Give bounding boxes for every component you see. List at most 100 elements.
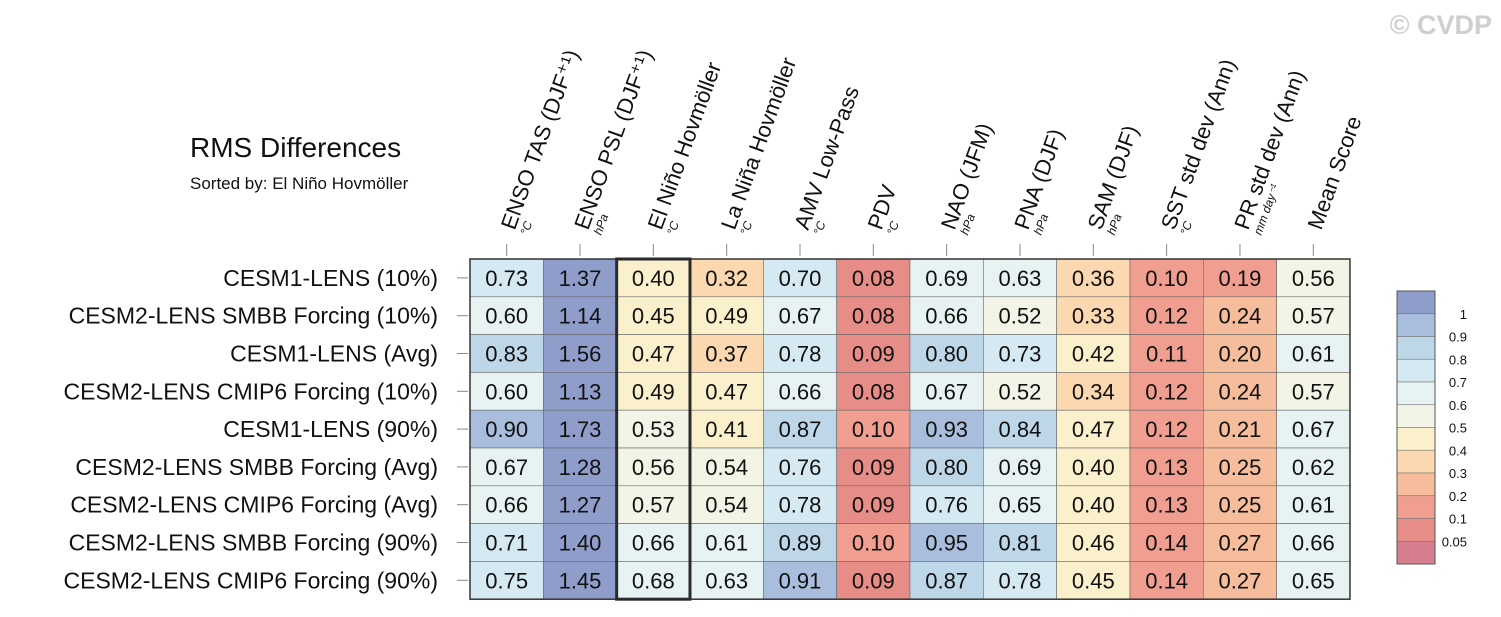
cell-value-label: 0.73 xyxy=(999,342,1042,367)
cell-value-label: 0.67 xyxy=(1292,417,1335,442)
colorbar-tick-label: 0.3 xyxy=(1449,466,1467,481)
heatmap-cell xyxy=(1203,409,1277,449)
cell-value-label: 0.52 xyxy=(999,304,1042,329)
heatmap-cell xyxy=(689,334,764,373)
column-label-group: Mean Score xyxy=(1303,113,1367,233)
cell-value-label: 0.78 xyxy=(999,568,1042,593)
cell-value-label: 1.40 xyxy=(559,531,602,556)
heatmap-cell xyxy=(469,296,544,335)
cell-value-label: 0.61 xyxy=(705,531,748,556)
cell-value-label: 0.67 xyxy=(485,455,528,480)
cell-value-label: 0.70 xyxy=(779,266,822,291)
heatmap-cell xyxy=(909,334,984,373)
cell-value-label: 0.45 xyxy=(1072,568,1115,593)
column-label-group: PDV°C xyxy=(863,181,902,236)
column-label-group: PNA (DJF)hPa xyxy=(1009,125,1068,236)
heatmap-cell xyxy=(1203,561,1277,600)
heatmap-cell xyxy=(543,258,617,298)
cell-value-label: 0.24 xyxy=(1219,304,1262,329)
cell-value-label: 0.10 xyxy=(852,531,895,556)
cell-value-label: 0.49 xyxy=(705,304,748,329)
cell-value-label: 0.08 xyxy=(852,379,895,404)
cell-value-label: 0.13 xyxy=(1145,493,1188,518)
column-label-group: AMV Low-Pass°C xyxy=(789,83,864,237)
cell-value-label: 0.40 xyxy=(632,266,675,291)
cell-value-label: 0.25 xyxy=(1219,493,1262,518)
heatmap-cell xyxy=(543,409,617,449)
heatmap-cell xyxy=(689,372,764,411)
cell-value-label: 0.60 xyxy=(485,304,528,329)
heatmap-cell xyxy=(469,523,544,562)
cell-value-label: 0.09 xyxy=(852,493,895,518)
chart-title: RMS Differences xyxy=(190,132,401,163)
column-unit-label: hPa xyxy=(1104,212,1125,237)
heatmap-cell xyxy=(1129,372,1204,411)
cell-value-label: 0.62 xyxy=(1292,455,1335,480)
cell-value-label: 0.49 xyxy=(632,379,675,404)
heatmap-cell xyxy=(1056,561,1131,600)
colorbar-tick-label: 0.6 xyxy=(1449,398,1467,413)
heatmap-cell xyxy=(543,561,617,600)
heatmap-cell xyxy=(689,561,764,600)
heatmap-cell xyxy=(909,561,984,600)
cell-value-label: 0.56 xyxy=(1292,266,1335,291)
row-label: CESM1-LENS (90%) xyxy=(223,416,438,442)
column-label: Mean Score xyxy=(1303,113,1367,233)
row-label: CESM2-LENS SMBB Forcing (90%) xyxy=(69,530,438,556)
cell-value-label: 0.87 xyxy=(925,568,968,593)
heatmap-cell xyxy=(1276,561,1351,600)
heatmap-cell xyxy=(469,372,544,411)
cell-value-label: 0.56 xyxy=(632,455,675,480)
heatmap-cell xyxy=(1056,447,1131,487)
cell-value-label: 1.45 xyxy=(559,568,602,593)
cell-value-label: 0.40 xyxy=(1072,493,1115,518)
heatmap-cell xyxy=(1129,485,1204,524)
colorbar: 1 0.9 0.8 0.7 0.6 0.5 0.4 0.3 0.2 0.1 0.05 xyxy=(1396,290,1467,565)
column-label: SST std dev (Ann) xyxy=(1156,56,1241,233)
heatmap-cell xyxy=(1276,334,1351,373)
cell-value-label: 0.69 xyxy=(925,266,968,291)
column-label: AMV Low-Pass xyxy=(789,83,864,233)
cell-value-label: 0.71 xyxy=(485,531,528,556)
heatmap-cell xyxy=(689,258,764,298)
heatmap-cell xyxy=(1129,523,1204,562)
colorbar-swatch xyxy=(1396,290,1436,315)
colorbar-swatch xyxy=(1396,381,1436,406)
cell-value-label: 0.83 xyxy=(485,342,528,367)
cell-value-label: 0.10 xyxy=(1145,266,1188,291)
cell-value-label: 0.66 xyxy=(485,493,528,518)
column-label: La Niña Hovmöller xyxy=(716,54,801,233)
column-unit-label: °C xyxy=(517,219,535,237)
cell-value-label: 0.09 xyxy=(852,568,895,593)
heatmap-cell xyxy=(689,447,764,487)
heatmap-cell xyxy=(469,334,544,373)
heatmap-cell xyxy=(1203,334,1277,373)
cell-value-label: 0.37 xyxy=(705,342,748,367)
cell-value-label: 0.66 xyxy=(632,531,675,556)
cell-value-label: 0.89 xyxy=(779,531,822,556)
cell-value-label: 0.67 xyxy=(925,379,968,404)
cell-value-label: 0.81 xyxy=(999,531,1042,556)
heatmap-cell xyxy=(836,372,911,411)
colorbar-tick-label: 0.1 xyxy=(1449,512,1467,527)
heatmap-cell xyxy=(469,447,544,487)
heatmap-cell xyxy=(763,523,837,562)
heatmap-cell xyxy=(909,447,984,487)
colorbar-swatch xyxy=(1396,449,1436,474)
heatmap-cell xyxy=(1276,523,1351,562)
column-label: ENSO TAS (DJF⁺¹) xyxy=(496,46,584,232)
column-unit-label: °C xyxy=(664,219,682,237)
cell-value-label: 1.37 xyxy=(559,266,602,291)
column-unit-label: °C xyxy=(1177,219,1195,237)
cell-value-label: 0.20 xyxy=(1219,342,1262,367)
cell-value-label: 0.24 xyxy=(1219,379,1262,404)
heatmap-cell xyxy=(616,485,691,524)
heatmap-cell xyxy=(836,296,911,335)
cell-value-label: 0.33 xyxy=(1072,304,1115,329)
cell-value-label: 0.47 xyxy=(705,379,748,404)
chart-subtitle: Sorted by: El Niño Hovmöller xyxy=(190,174,409,193)
cell-value-label: 0.13 xyxy=(1145,455,1188,480)
heatmap-cell xyxy=(1129,258,1204,298)
row-label: CESM2-LENS SMBB Forcing (10%) xyxy=(69,303,438,329)
cell-value-label: 0.61 xyxy=(1292,493,1335,518)
